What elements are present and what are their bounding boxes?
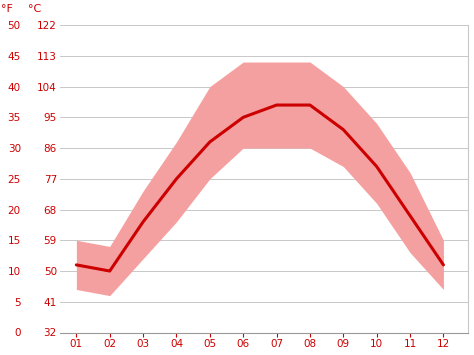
Text: °C: °C [28, 4, 41, 14]
Text: °F: °F [1, 4, 13, 14]
